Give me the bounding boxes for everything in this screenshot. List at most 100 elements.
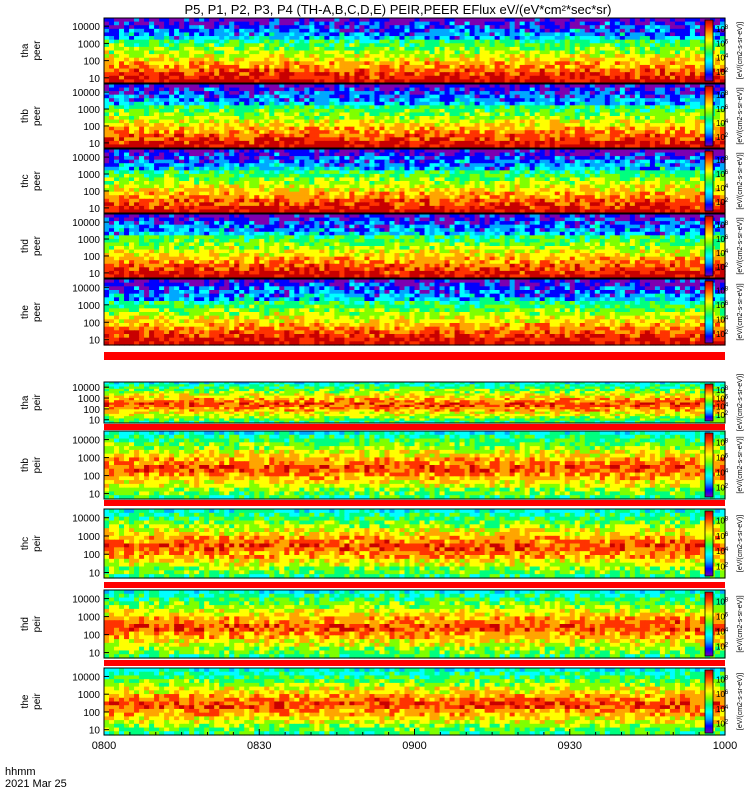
y-tick-label: 1000 xyxy=(78,170,101,181)
colorbar xyxy=(705,592,713,656)
colorbar-tick-label: 102 xyxy=(716,68,729,77)
panel-label: thepeir xyxy=(20,692,43,709)
colorbar-tick-label: 104 xyxy=(716,184,729,193)
y-tick-label: 1000 xyxy=(78,39,101,50)
y-tick-label: 10000 xyxy=(72,595,100,606)
colorbar-unit-label: [eV/(cm2-s-sr-eV)] xyxy=(737,87,744,144)
y-tick-label: 100 xyxy=(83,252,100,263)
y-tick-label: 10 xyxy=(89,336,101,347)
colorbar-tick-label: 106 xyxy=(716,613,729,622)
colorbar-tick-label: 104 xyxy=(716,119,729,128)
colorbar-tick-label: 106 xyxy=(716,105,729,114)
panel-label: thcpeir xyxy=(20,534,43,551)
colorbar-unit-label: [eV/(cm2-s-sr-eV)] xyxy=(737,595,744,652)
y-tick-label: 10 xyxy=(89,416,101,427)
y-tick-label: 10000 xyxy=(72,672,100,683)
y-tick-label: 10 xyxy=(89,139,101,150)
y-tick-label: 100 xyxy=(83,57,100,68)
colorbar xyxy=(705,281,713,343)
colorbar-tick-label: 108 xyxy=(716,25,729,34)
y-tick-label: 1000 xyxy=(78,394,101,405)
colorbar xyxy=(705,20,713,81)
y-tick-label: 100 xyxy=(83,708,100,719)
y-tick-label: 10 xyxy=(89,649,101,660)
y-tick-label: 10 xyxy=(89,726,101,737)
colorbar-unit-label: [eV/(cm2-s-sr-eV)] xyxy=(737,22,744,79)
colorbar xyxy=(705,511,713,576)
time-axis-label: hhmm xyxy=(5,766,36,778)
colorbar-tick-label: 108 xyxy=(716,286,729,295)
colorbar-unit-label: [eV/(cm2-s-sr-eV)] xyxy=(737,374,744,431)
colorbar-tick-label: 108 xyxy=(716,91,729,100)
colorbar-tick-label: 102 xyxy=(716,484,729,493)
y-tick-label: 1000 xyxy=(78,613,101,624)
colorbar-tick-label: 108 xyxy=(716,598,729,607)
colorbar-tick-label: 106 xyxy=(716,39,729,48)
colorbar-unit-label: [eV/(cm2-s-sr-eV)] xyxy=(737,152,744,209)
y-tick-label: 1000 xyxy=(78,235,101,246)
colorbar-tick-label: 104 xyxy=(716,705,729,714)
panel-label: thapeer xyxy=(20,40,43,61)
colorbar-tick-label: 108 xyxy=(716,675,729,684)
colorbar-tick-label: 104 xyxy=(716,469,729,478)
colorbar-tick-label: 104 xyxy=(716,54,729,63)
colorbar-tick-label: 104 xyxy=(716,628,729,637)
y-tick-label: 1000 xyxy=(78,690,101,701)
panel-label: thapeir xyxy=(20,393,43,410)
colorbar-unit-label: [eV/(cm2-s-sr-eV)] xyxy=(737,283,744,340)
y-tick-label: 100 xyxy=(83,631,100,642)
panel-label: thbpeer xyxy=(20,105,43,126)
colorbar-tick-label: 106 xyxy=(716,170,729,179)
colorbar-tick-label: 106 xyxy=(716,235,729,244)
y-tick-label: 10000 xyxy=(72,153,100,164)
y-tick-label: 10000 xyxy=(72,436,100,447)
y-tick-label: 10000 xyxy=(72,283,100,294)
colorbar-tick-label: 104 xyxy=(716,315,729,324)
colorbar xyxy=(705,384,713,421)
colorbar-unit-label: [eV/(cm2-s-sr-eV)] xyxy=(737,217,744,274)
y-tick-label: 10000 xyxy=(72,88,100,99)
y-tick-label: 1000 xyxy=(78,532,101,543)
panel-label: thbpeir xyxy=(20,456,43,473)
y-tick-label: 10 xyxy=(89,269,101,280)
y-tick-label: 1000 xyxy=(78,454,101,465)
panel-label: thdpeer xyxy=(20,235,43,256)
colorbar-tick-label: 108 xyxy=(716,439,729,448)
y-tick-label: 100 xyxy=(83,550,100,561)
x-tick-label: 0900 xyxy=(402,740,426,752)
x-tick-label: 1000 xyxy=(713,740,737,752)
colorbar-tick-label: 102 xyxy=(716,263,729,272)
x-tick-label: 0930 xyxy=(558,740,582,752)
y-tick-label: 10000 xyxy=(72,218,100,229)
y-tick-label: 1000 xyxy=(78,105,101,116)
y-tick-label: 10000 xyxy=(72,383,100,394)
colorbar-tick-label: 106 xyxy=(716,532,729,541)
colorbar-tick-label: 108 xyxy=(716,221,729,230)
colorbar-tick-label: 108 xyxy=(716,156,729,165)
colorbar-unit-label: [eV/(cm2-s-sr-eV)] xyxy=(737,436,744,493)
colorbar-tick-label: 106 xyxy=(716,690,729,699)
y-tick-label: 10000 xyxy=(72,514,100,525)
colorbar xyxy=(705,670,713,733)
chart-title: P5, P1, P2, P3, P4 (TH-A,B,C,D,E) PEIR,P… xyxy=(185,2,612,17)
date-label: 2021 Mar 25 xyxy=(5,778,67,790)
mode-flag-bar xyxy=(104,424,725,430)
y-tick-label: 100 xyxy=(83,472,100,483)
x-tick-label: 0830 xyxy=(247,740,271,752)
colorbar xyxy=(705,86,713,146)
y-tick-label: 100 xyxy=(83,405,100,416)
colorbar-tick-label: 104 xyxy=(716,547,729,556)
colorbar-tick-label: 102 xyxy=(716,330,729,339)
y-tick-label: 10000 xyxy=(72,22,100,33)
y-tick-label: 100 xyxy=(83,318,100,329)
colorbar-tick-label: 102 xyxy=(716,562,729,571)
colorbar xyxy=(705,151,713,211)
colorbar xyxy=(705,216,713,276)
y-tick-label: 100 xyxy=(83,187,100,198)
